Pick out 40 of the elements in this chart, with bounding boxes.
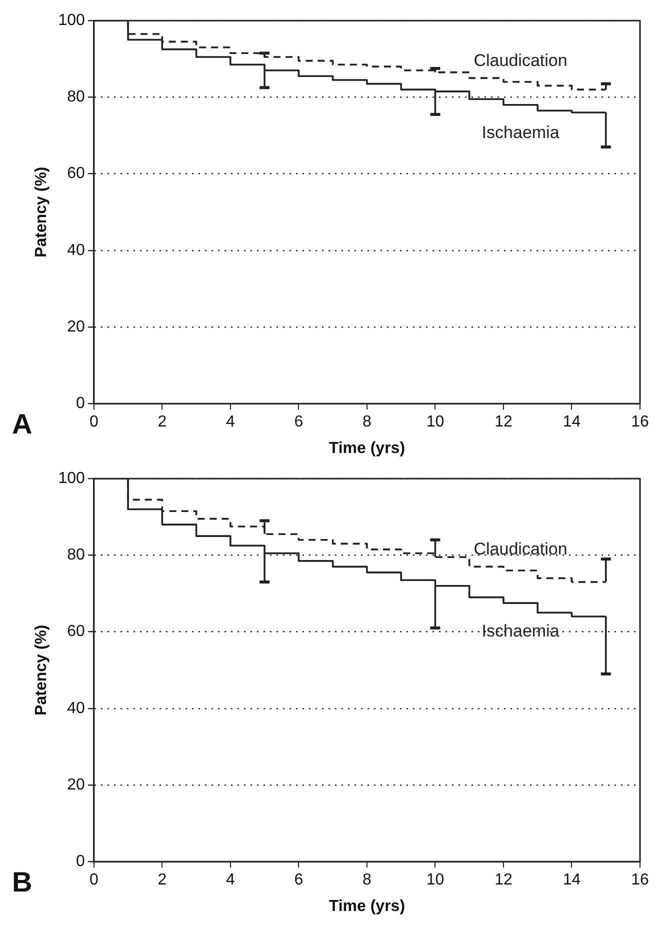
y-axis-title: Patency (%) bbox=[33, 166, 50, 258]
x-tick-label: 8 bbox=[362, 872, 372, 889]
text: B bbox=[12, 866, 32, 898]
x-tick-label: 10 bbox=[426, 872, 444, 889]
y-tick-label: 60 bbox=[67, 165, 85, 182]
x-tick-label: 8 bbox=[362, 414, 372, 431]
y-axis-title: Patency (%) bbox=[33, 624, 50, 716]
x-axis-title: Time (yrs) bbox=[328, 898, 406, 915]
x-tick-label: 14 bbox=[562, 872, 581, 889]
x-tick-label: 4 bbox=[226, 872, 235, 889]
x-tick-label: 4 bbox=[226, 414, 235, 431]
y-tick-label: 20 bbox=[67, 776, 85, 794]
y-tick-label: 80 bbox=[67, 88, 85, 106]
y-tick-label: 0 bbox=[76, 853, 85, 870]
y-tick-label: 100 bbox=[58, 470, 85, 488]
y-tick-label: 80 bbox=[67, 546, 85, 564]
y-tick-label: 100 bbox=[58, 12, 85, 30]
y-tick-label: 40 bbox=[67, 242, 85, 259]
x-tick-label: 0 bbox=[89, 872, 98, 889]
x-tick-label: 12 bbox=[494, 872, 512, 889]
y-tick-label: 40 bbox=[67, 700, 85, 717]
series-label: Ischaemia bbox=[482, 123, 560, 142]
x-tick-label: 16 bbox=[631, 414, 649, 431]
x-tick-label: 12 bbox=[494, 414, 512, 431]
series-label: Ischaemia bbox=[482, 621, 560, 640]
x-tick-label: 6 bbox=[294, 872, 304, 889]
x-tick-label: 6 bbox=[294, 414, 304, 431]
y-tick-label: 60 bbox=[67, 623, 85, 640]
x-axis-title: Time (yrs) bbox=[328, 440, 406, 457]
x-tick-label: 2 bbox=[158, 872, 167, 889]
x-tick-label: 0 bbox=[89, 414, 98, 431]
series-label: Claudication bbox=[474, 540, 568, 559]
x-tick-label: 16 bbox=[631, 872, 649, 889]
y-tick-label: 20 bbox=[67, 318, 85, 336]
x-tick-label: 10 bbox=[426, 414, 444, 431]
series-label: Claudication bbox=[474, 51, 568, 70]
x-tick-label: 14 bbox=[562, 414, 581, 431]
y-tick-label: 0 bbox=[76, 395, 85, 412]
x-tick-label: 2 bbox=[158, 414, 167, 431]
text: A bbox=[12, 408, 32, 440]
